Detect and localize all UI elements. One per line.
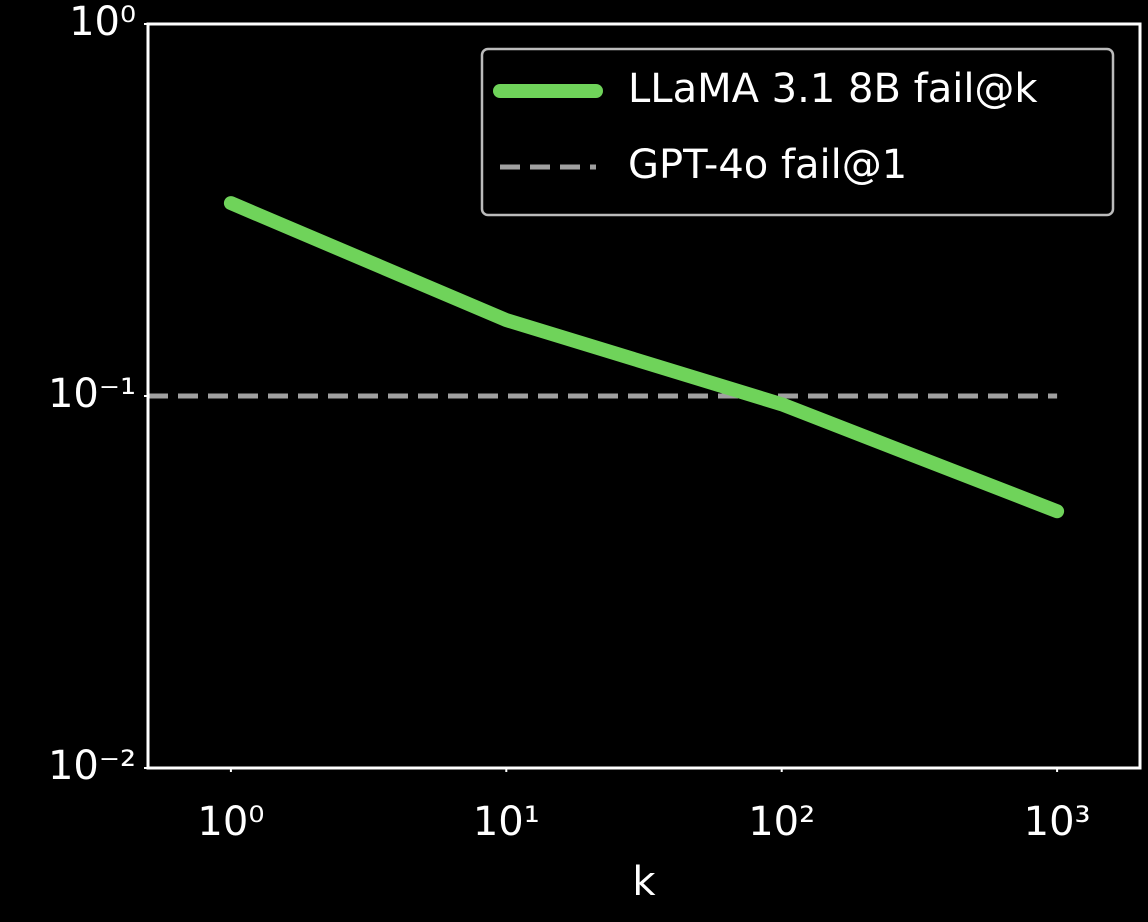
x-axis-label: k (632, 859, 656, 905)
x-tick-label: 10² (748, 799, 815, 845)
x-tick-label: 10⁰ (197, 799, 264, 845)
legend-box (480, 47, 1115, 217)
y-tick-label: 10⁻¹ (48, 371, 136, 417)
y-tick-label: 10⁰ (69, 0, 136, 45)
x-tick-label: 10¹ (473, 799, 540, 845)
series-line (223, 196, 1065, 519)
x-tick-label: 10³ (1024, 799, 1091, 845)
legend-label: GPT-4o fail@1 (628, 142, 907, 188)
legend-label: LLaMA 3.1 8B fail@k (628, 66, 1038, 112)
y-tick-label: 10⁻² (48, 743, 136, 789)
plot-frame (146, 22, 1142, 770)
